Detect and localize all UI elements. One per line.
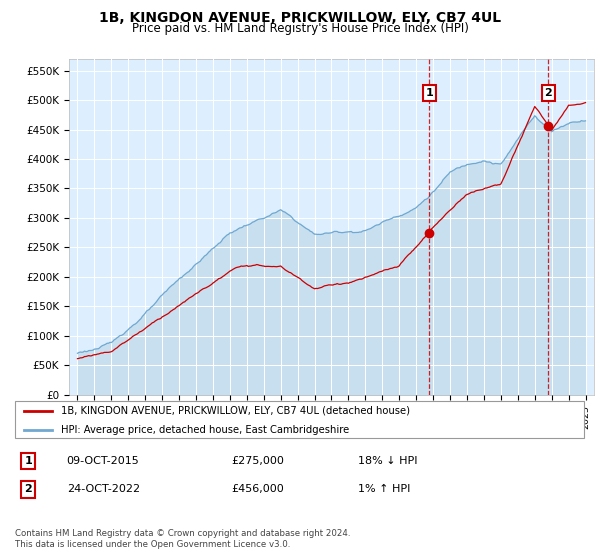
Text: 1B, KINGDON AVENUE, PRICKWILLOW, ELY, CB7 4UL: 1B, KINGDON AVENUE, PRICKWILLOW, ELY, CB…: [99, 11, 501, 25]
Text: 09-OCT-2015: 09-OCT-2015: [67, 456, 139, 466]
Text: Price paid vs. HM Land Registry's House Price Index (HPI): Price paid vs. HM Land Registry's House …: [131, 22, 469, 35]
Text: 1% ↑ HPI: 1% ↑ HPI: [358, 484, 410, 494]
Text: Contains HM Land Registry data © Crown copyright and database right 2024.
This d: Contains HM Land Registry data © Crown c…: [15, 529, 350, 549]
Text: 2: 2: [545, 88, 553, 98]
Text: 1: 1: [24, 456, 32, 466]
Text: £275,000: £275,000: [231, 456, 284, 466]
Text: 2: 2: [24, 484, 32, 494]
Text: 1B, KINGDON AVENUE, PRICKWILLOW, ELY, CB7 4UL (detached house): 1B, KINGDON AVENUE, PRICKWILLOW, ELY, CB…: [61, 405, 410, 416]
Text: 1: 1: [425, 88, 433, 98]
FancyBboxPatch shape: [15, 401, 584, 438]
Text: HPI: Average price, detached house, East Cambridgeshire: HPI: Average price, detached house, East…: [61, 424, 349, 435]
Text: £456,000: £456,000: [231, 484, 284, 494]
Text: 24-OCT-2022: 24-OCT-2022: [67, 484, 140, 494]
Text: 18% ↓ HPI: 18% ↓ HPI: [358, 456, 417, 466]
